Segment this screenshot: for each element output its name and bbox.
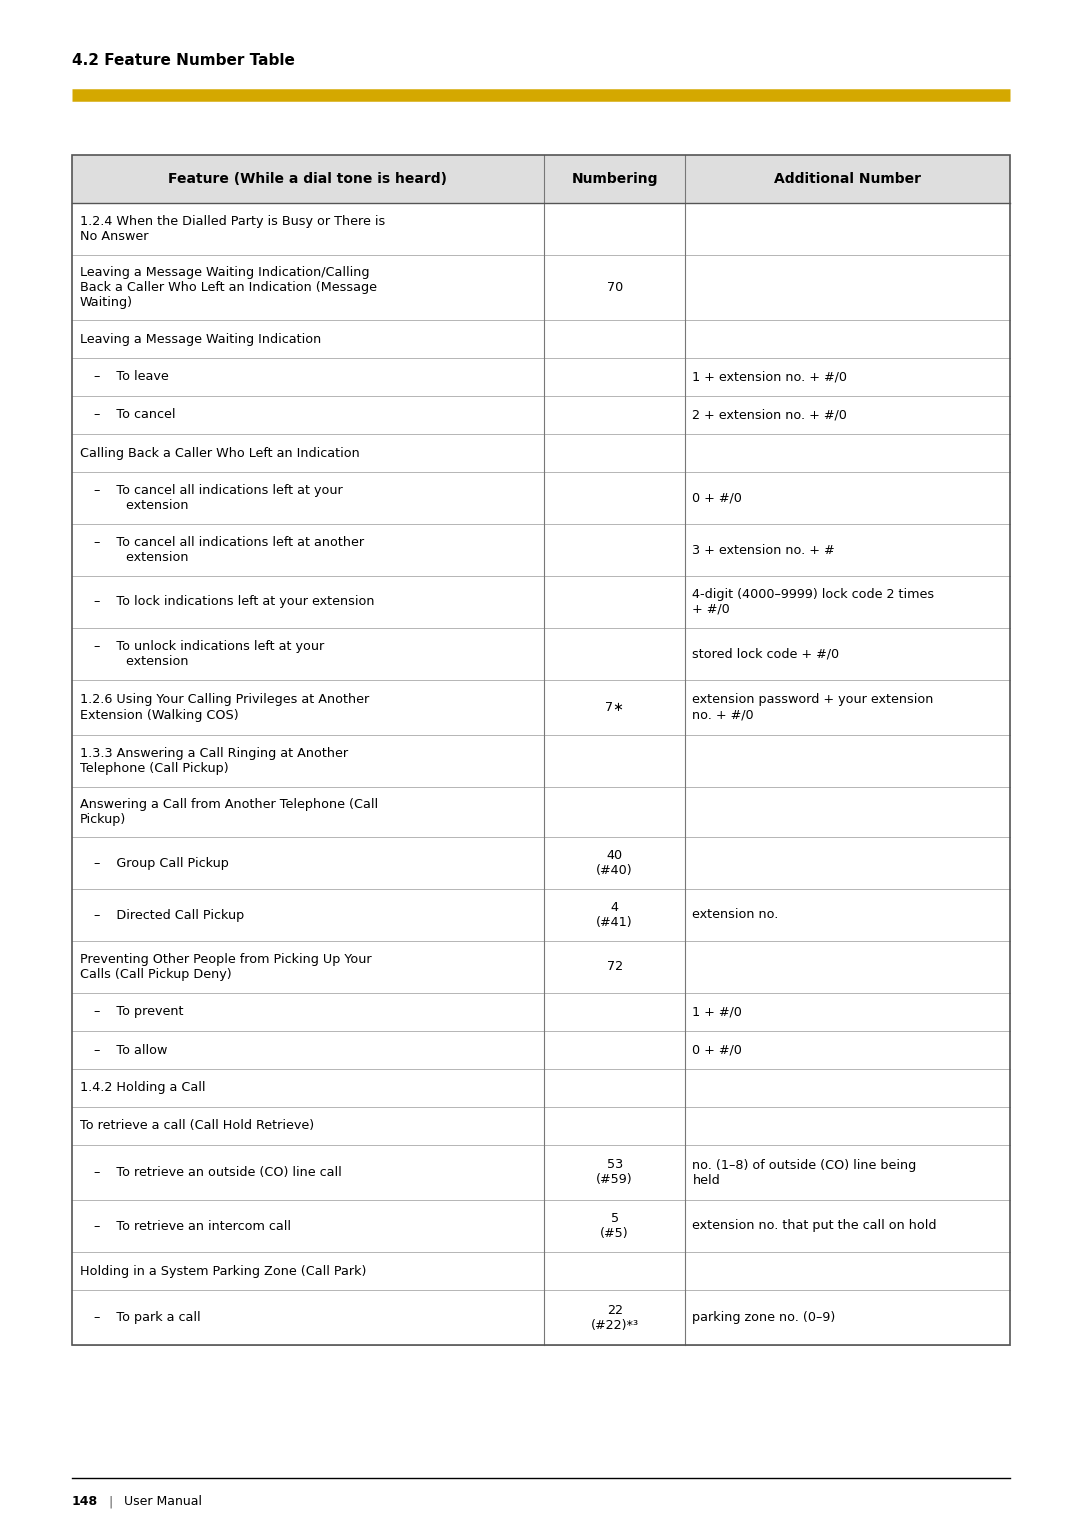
Text: extension no.: extension no. [692, 909, 779, 921]
Text: Additional Number: Additional Number [774, 173, 921, 186]
Text: 148: 148 [72, 1494, 98, 1508]
Text: –    To retrieve an outside (CO) line call: – To retrieve an outside (CO) line call [94, 1166, 341, 1180]
Text: Holding in a System Parking Zone (Call Park): Holding in a System Parking Zone (Call P… [80, 1265, 366, 1277]
Text: –    To cancel all indications left at another
        extension: – To cancel all indications left at anot… [94, 536, 364, 564]
Text: 1 + #/0: 1 + #/0 [692, 1005, 742, 1019]
Text: 1 + extension no. + #/0: 1 + extension no. + #/0 [692, 370, 848, 384]
Text: Leaving a Message Waiting Indication: Leaving a Message Waiting Indication [80, 333, 321, 345]
Text: 72: 72 [607, 961, 623, 973]
Bar [72, 154, 1010, 203]
Text: –    To prevent: – To prevent [94, 1005, 184, 1019]
Text: 7∗: 7∗ [605, 701, 624, 714]
Text: 53
(#59): 53 (#59) [596, 1158, 633, 1187]
Text: –    To lock indications left at your extension: – To lock indications left at your exten… [94, 596, 375, 608]
Text: –    To allow: – To allow [94, 1044, 167, 1056]
Text: 4-digit (4000–9999) lock code 2 times
+ #/0: 4-digit (4000–9999) lock code 2 times + … [692, 588, 934, 616]
Text: 1.2.6 Using Your Calling Privileges at Another
Extension (Walking COS): 1.2.6 Using Your Calling Privileges at A… [80, 694, 369, 721]
Text: |: | [108, 1494, 112, 1508]
Text: –    To cancel: – To cancel [94, 408, 175, 422]
Text: 5
(#5): 5 (#5) [600, 1212, 629, 1241]
Text: Leaving a Message Waiting Indication/Calling
Back a Caller Who Left an Indicatio: Leaving a Message Waiting Indication/Cal… [80, 266, 377, 309]
Text: Feature (While a dial tone is heard): Feature (While a dial tone is heard) [168, 173, 447, 186]
Text: Preventing Other People from Picking Up Your
Calls (Call Pickup Deny): Preventing Other People from Picking Up … [80, 953, 372, 981]
Text: User Manual: User Manual [124, 1494, 202, 1508]
Text: extension no. that put the call on hold: extension no. that put the call on hold [692, 1219, 937, 1233]
Text: To retrieve a call (Call Hold Retrieve): To retrieve a call (Call Hold Retrieve) [80, 1120, 314, 1132]
Text: 0 + #/0: 0 + #/0 [692, 1044, 742, 1056]
Text: 1.4.2 Holding a Call: 1.4.2 Holding a Call [80, 1082, 205, 1094]
Text: 22
(#22)*³: 22 (#22)*³ [591, 1303, 638, 1331]
Text: extension password + your extension
no. + #/0: extension password + your extension no. … [692, 694, 934, 721]
Text: 40
(#40): 40 (#40) [596, 850, 633, 877]
Text: 4.2 Feature Number Table: 4.2 Feature Number Table [72, 53, 295, 69]
Text: 70: 70 [607, 281, 623, 293]
Text: –    To leave: – To leave [94, 370, 168, 384]
Text: 0 + #/0: 0 + #/0 [692, 492, 742, 504]
Text: Answering a Call from Another Telephone (Call
Pickup): Answering a Call from Another Telephone … [80, 798, 378, 827]
Text: Calling Back a Caller Who Left an Indication: Calling Back a Caller Who Left an Indica… [80, 446, 360, 460]
Text: stored lock code + #/0: stored lock code + #/0 [692, 648, 839, 660]
Bar [72, 154, 1010, 1345]
Text: 1.2.4 When the Dialled Party is Busy or There is
No Answer: 1.2.4 When the Dialled Party is Busy or … [80, 215, 386, 243]
Text: 1.3.3 Answering a Call Ringing at Another
Telephone (Call Pickup): 1.3.3 Answering a Call Ringing at Anothe… [80, 747, 348, 775]
Text: –    Directed Call Pickup: – Directed Call Pickup [94, 909, 244, 921]
Text: parking zone no. (0–9): parking zone no. (0–9) [692, 1311, 836, 1323]
Text: –    To unlock indications left at your
        extension: – To unlock indications left at your ext… [94, 640, 324, 668]
Text: 4
(#41): 4 (#41) [596, 902, 633, 929]
Text: –    Group Call Pickup: – Group Call Pickup [94, 857, 229, 869]
Text: Numbering: Numbering [571, 173, 658, 186]
Text: 2 + extension no. + #/0: 2 + extension no. + #/0 [692, 408, 848, 422]
Text: –    To park a call: – To park a call [94, 1311, 201, 1323]
Text: no. (1–8) of outside (CO) line being
held: no. (1–8) of outside (CO) line being hel… [692, 1158, 917, 1187]
Text: 3 + extension no. + #: 3 + extension no. + # [692, 544, 835, 556]
Text: –    To cancel all indications left at your
        extension: – To cancel all indications left at your… [94, 484, 342, 512]
Text: –    To retrieve an intercom call: – To retrieve an intercom call [94, 1219, 291, 1233]
